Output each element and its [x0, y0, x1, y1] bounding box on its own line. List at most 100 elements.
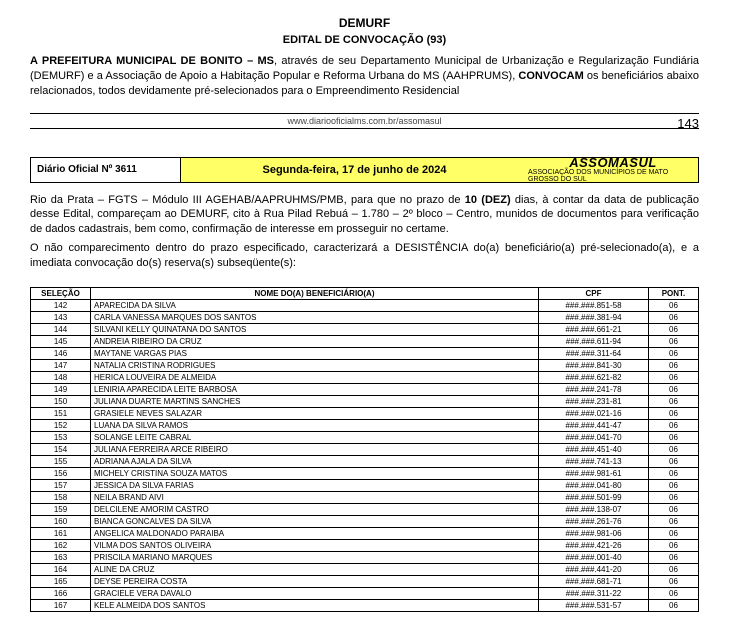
cell-pont: 06 — [649, 563, 699, 575]
body1-bold-prazo: 10 (DEZ) — [465, 194, 511, 206]
publisher-subtitle: ASSOCIAÇÃO DOS MUNICÍPIOS DE MATO GROSSO… — [528, 169, 698, 183]
cell-pont: 06 — [649, 539, 699, 551]
cell-nome: LUANA DA SILVA RAMOS — [91, 419, 539, 431]
table-row: 143CARLA VANESSA MARQUES DOS SANTOS###.#… — [31, 311, 699, 323]
cell-cpf: ###.###.441-47 — [539, 419, 649, 431]
cell-nome: NEILA BRAND AIVI — [91, 491, 539, 503]
cell-nome: DELCILENE AMORIM CASTRO — [91, 503, 539, 515]
cell-cpf: ###.###.241-78 — [539, 383, 649, 395]
table-row: 142APARECIDA DA SILVA###.###.851-5806 — [31, 299, 699, 311]
table-row: 165DEYSE PEREIRA COSTA###.###.681-7106 — [31, 575, 699, 587]
cell-selecao: 161 — [31, 527, 91, 539]
cell-nome: HERICA LOUVEIRA DE ALMEIDA — [91, 371, 539, 383]
intro-bold-prefeitura: A PREFEITURA MUNICIPAL DE BONITO – MS — [30, 55, 274, 67]
cell-pont: 06 — [649, 467, 699, 479]
cell-selecao: 142 — [31, 299, 91, 311]
cell-cpf: ###.###.451-40 — [539, 443, 649, 455]
table-row: 162VILMA DOS SANTOS OLIVEIRA###.###.421-… — [31, 539, 699, 551]
cell-nome: GRASIELE NEVES SALAZAR — [91, 407, 539, 419]
table-row: 150JULIANA DUARTE MARTINS SANCHES###.###… — [31, 395, 699, 407]
cell-selecao: 143 — [31, 311, 91, 323]
cell-cpf: ###.###.441-20 — [539, 563, 649, 575]
table-row: 156MICHELY CRISTINA SOUZA MATOS###.###.9… — [31, 467, 699, 479]
col-header-selecao: SELEÇÃO — [31, 287, 91, 299]
cell-selecao: 150 — [31, 395, 91, 407]
cell-pont: 06 — [649, 599, 699, 611]
cell-selecao: 163 — [31, 551, 91, 563]
col-header-nome: NOME DO(A) BENEFICIÁRIO(A) — [91, 287, 539, 299]
cell-pont: 06 — [649, 407, 699, 419]
table-header-row: SELEÇÃO NOME DO(A) BENEFICIÁRIO(A) CPF P… — [31, 287, 699, 299]
cell-pont: 06 — [649, 419, 699, 431]
publisher-logo: ASSOMASUL — [569, 156, 657, 169]
table-body: 142APARECIDA DA SILVA###.###.851-5806143… — [31, 299, 699, 611]
cell-selecao: 146 — [31, 347, 91, 359]
cell-cpf: ###.###.001-40 — [539, 551, 649, 563]
cell-pont: 06 — [649, 503, 699, 515]
cell-selecao: 144 — [31, 323, 91, 335]
page-footer: www.diariooficialms.com.br/assomasul 143 — [30, 113, 699, 129]
cell-selecao: 147 — [31, 359, 91, 371]
cell-cpf: ###.###.311-64 — [539, 347, 649, 359]
cell-selecao: 164 — [31, 563, 91, 575]
cell-selecao: 154 — [31, 443, 91, 455]
cell-nome: JESSICA DA SILVA FARIAS — [91, 479, 539, 491]
cell-pont: 06 — [649, 527, 699, 539]
table-row: 167KELE ALMEIDA DOS SANTOS###.###.531-57… — [31, 599, 699, 611]
cell-nome: KELE ALMEIDA DOS SANTOS — [91, 599, 539, 611]
table-row: 151GRASIELE NEVES SALAZAR###.###.021-160… — [31, 407, 699, 419]
body-paragraph-1: Rio da Prata – FGTS – Módulo III AGEHAB/… — [30, 193, 699, 238]
cell-selecao: 148 — [31, 371, 91, 383]
cell-cpf: ###.###.261-76 — [539, 515, 649, 527]
cell-selecao: 153 — [31, 431, 91, 443]
cell-selecao: 160 — [31, 515, 91, 527]
table-row: 158NEILA BRAND AIVI###.###.501-9906 — [31, 491, 699, 503]
cell-pont: 06 — [649, 359, 699, 371]
cell-nome: JULIANA DUARTE MARTINS SANCHES — [91, 395, 539, 407]
cell-pont: 06 — [649, 371, 699, 383]
cell-nome: ADRIANA AJALA DA SILVA — [91, 455, 539, 467]
beneficiary-table: SELEÇÃO NOME DO(A) BENEFICIÁRIO(A) CPF P… — [30, 287, 699, 612]
cell-pont: 06 — [649, 383, 699, 395]
cell-cpf: ###.###.231-81 — [539, 395, 649, 407]
dept-heading: DEMURF — [30, 16, 699, 30]
col-header-pont: PONT. — [649, 287, 699, 299]
cell-nome: CARLA VANESSA MARQUES DOS SANTOS — [91, 311, 539, 323]
table-row: 152LUANA DA SILVA RAMOS###.###.441-4706 — [31, 419, 699, 431]
cell-pont: 06 — [649, 335, 699, 347]
cell-cpf: ###.###.531-57 — [539, 599, 649, 611]
cell-nome: SILVANI KELLY QUINATANA DO SANTOS — [91, 323, 539, 335]
cell-selecao: 151 — [31, 407, 91, 419]
cell-cpf: ###.###.741-13 — [539, 455, 649, 467]
cell-pont: 06 — [649, 551, 699, 563]
issue-number: Diário Oficial Nº 3611 — [31, 158, 181, 182]
cell-selecao: 165 — [31, 575, 91, 587]
page-number: 143 — [677, 116, 699, 131]
cell-nome: LENIRIA APARECIDA LEITE BARBOSA — [91, 383, 539, 395]
cell-pont: 06 — [649, 515, 699, 527]
cell-cpf: ###.###.611-94 — [539, 335, 649, 347]
table-row: 157JESSICA DA SILVA FARIAS###.###.041-80… — [31, 479, 699, 491]
cell-nome: ALINE DA CRUZ — [91, 563, 539, 575]
table-row: 147NATALIA CRISTINA RODRIGUES###.###.841… — [31, 359, 699, 371]
cell-pont: 06 — [649, 311, 699, 323]
table-row: 159DELCILENE AMORIM CASTRO###.###.138-07… — [31, 503, 699, 515]
cell-selecao: 149 — [31, 383, 91, 395]
cell-selecao: 158 — [31, 491, 91, 503]
intro-paragraph: A PREFEITURA MUNICIPAL DE BONITO – MS, a… — [30, 54, 699, 99]
cell-nome: DEYSE PEREIRA COSTA — [91, 575, 539, 587]
cell-nome: APARECIDA DA SILVA — [91, 299, 539, 311]
table-row: 146MAYTANE VARGAS PIAS###.###.311-6406 — [31, 347, 699, 359]
body-paragraph-2: O não comparecimento dentro do prazo esp… — [30, 241, 699, 271]
body1-a: Rio da Prata – FGTS – Módulo III AGEHAB/… — [30, 194, 465, 206]
cell-selecao: 155 — [31, 455, 91, 467]
cell-cpf: ###.###.021-16 — [539, 407, 649, 419]
cell-selecao: 157 — [31, 479, 91, 491]
cell-selecao: 145 — [31, 335, 91, 347]
table-row: 166GRACIELE VERA DAVALO###.###.311-2206 — [31, 587, 699, 599]
cell-nome: MAYTANE VARGAS PIAS — [91, 347, 539, 359]
footer-url-text: www.diariooficialms.com.br/assomasul — [287, 116, 441, 126]
table-row: 148HERICA LOUVEIRA DE ALMEIDA###.###.621… — [31, 371, 699, 383]
cell-nome: NATALIA CRISTINA RODRIGUES — [91, 359, 539, 371]
cell-nome: SOLANGE LEITE CABRAL — [91, 431, 539, 443]
